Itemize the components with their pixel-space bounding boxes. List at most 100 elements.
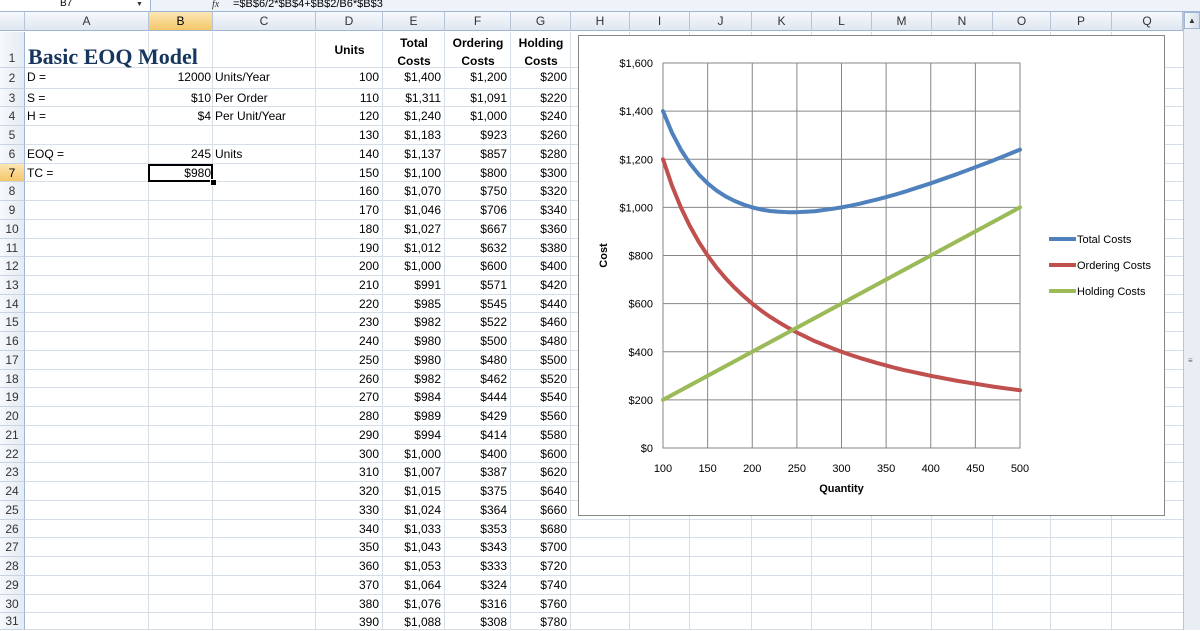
column-header-k[interactable]: K: [752, 12, 812, 31]
column-header-l[interactable]: L: [812, 12, 872, 31]
series-line-holding-costs: [661, 205, 1022, 402]
chart-area[interactable]: $0 $200 $400 $600 $800 $1,000 $1,200 $1,400 $1,6…: [578, 35, 1165, 516]
table-cell: $1,311: [405, 91, 441, 105]
column-header-p[interactable]: P: [1051, 12, 1112, 31]
table-cell: $632: [480, 241, 507, 255]
row-header-4[interactable]: 4: [0, 107, 25, 126]
row-header-28[interactable]: 28: [0, 557, 25, 576]
grid-row-line: [25, 612, 1200, 613]
column-header-e[interactable]: E: [383, 12, 445, 31]
column-header-g[interactable]: G: [511, 12, 571, 31]
row-header-31[interactable]: 31: [0, 613, 25, 630]
row-header-5[interactable]: 5: [0, 126, 25, 145]
table-cell: $400: [480, 447, 507, 461]
active-cell-selection[interactable]: [148, 164, 213, 182]
row-header-14[interactable]: 14: [0, 295, 25, 313]
x-tick-label: 500: [1011, 463, 1029, 475]
row-header-8[interactable]: 8: [0, 182, 25, 201]
tc-value: $980: [184, 166, 211, 180]
table-cell: 350: [358, 540, 379, 554]
table-cell: $1,000: [404, 259, 441, 273]
row-header-23[interactable]: 23: [0, 463, 25, 482]
x-tick-label: 300: [832, 463, 850, 475]
fill-handle[interactable]: [210, 179, 217, 186]
column-header-i[interactable]: I: [630, 12, 690, 31]
row-header-7[interactable]: 7: [0, 164, 25, 182]
column-header-f[interactable]: F: [445, 12, 511, 31]
row-header-24[interactable]: 24: [0, 482, 25, 501]
table-cell: $660: [540, 503, 567, 517]
table-cell: 170: [358, 203, 379, 217]
row-header-21[interactable]: 21: [0, 426, 25, 445]
column-header-o[interactable]: O: [993, 12, 1051, 31]
legend-label: Ordering Costs: [1077, 260, 1151, 272]
row-header-3[interactable]: 3: [0, 89, 25, 107]
table-cell: $420: [540, 278, 567, 292]
column-header-m[interactable]: M: [872, 12, 932, 31]
column-header-n[interactable]: N: [932, 12, 993, 31]
column-header-d[interactable]: D: [316, 12, 383, 31]
table-cell: $500: [480, 334, 507, 348]
row-header-22[interactable]: 22: [0, 445, 25, 463]
table-cell: $800: [480, 166, 507, 180]
row-header-12[interactable]: 12: [0, 257, 25, 276]
legend-label: Holding Costs: [1077, 286, 1146, 298]
grid-row-line: [25, 594, 1200, 595]
row-header-27[interactable]: 27: [0, 538, 25, 557]
row-header-11[interactable]: 11: [0, 239, 25, 257]
formula-input[interactable]: =$B$6/2*$B$4+$B$2/B6*$B$3: [233, 0, 383, 10]
row-header-20[interactable]: 20: [0, 407, 25, 426]
column-header-c[interactable]: C: [213, 12, 316, 31]
row-header-1[interactable]: 1: [0, 32, 25, 68]
table-cell: $1,400: [404, 70, 441, 84]
row-header-6[interactable]: 6: [0, 145, 25, 164]
column-header-h[interactable]: H: [571, 12, 630, 31]
function-icon[interactable]: fx: [212, 0, 220, 10]
y-axis-title: Cost: [598, 243, 610, 268]
name-box[interactable]: B7: [0, 0, 151, 11]
row-header-19[interactable]: 19: [0, 388, 25, 407]
row-header-18[interactable]: 18: [0, 370, 25, 388]
table-cell: 210: [358, 278, 379, 292]
row-header-16[interactable]: 16: [0, 332, 25, 351]
table-cell: 100: [358, 70, 379, 84]
row-header-29[interactable]: 29: [0, 576, 25, 595]
table-cell: $353: [480, 522, 507, 536]
table-cell: $740: [540, 578, 567, 592]
column-header-q[interactable]: Q: [1112, 12, 1183, 31]
table-cell: 370: [358, 578, 379, 592]
row-header-26[interactable]: 26: [0, 520, 25, 538]
table-cell: $444: [480, 390, 507, 404]
table-cell: 360: [358, 559, 379, 573]
row-header-25[interactable]: 25: [0, 501, 25, 520]
column-header-a[interactable]: A: [25, 12, 149, 31]
row-header-2[interactable]: 2: [0, 68, 25, 89]
row-header-10[interactable]: 10: [0, 220, 25, 239]
row-header-30[interactable]: 30: [0, 595, 25, 613]
table-cell: $982: [414, 372, 441, 386]
row-header-13[interactable]: 13: [0, 276, 25, 295]
column-header-b[interactable]: B: [149, 12, 213, 31]
table-cell: $1,000: [470, 109, 507, 123]
row-header-9[interactable]: 9: [0, 201, 25, 220]
table-cell: $1,033: [404, 522, 441, 536]
y-tick-label: $800: [629, 251, 653, 263]
param-unit: Units/Year: [215, 70, 270, 84]
split-handle-icon[interactable]: ≡: [1188, 356, 1193, 365]
table-cell: $1,183: [404, 128, 441, 142]
row-header-17[interactable]: 17: [0, 351, 25, 370]
column-header-j[interactable]: J: [690, 12, 752, 31]
table-cell: $480: [480, 353, 507, 367]
y-tick-label: $200: [629, 395, 653, 407]
grid-row-line: [25, 556, 1200, 557]
select-all-corner[interactable]: [0, 12, 25, 31]
table-cell: $520: [540, 372, 567, 386]
table-cell: 160: [358, 184, 379, 198]
chevron-down-icon[interactable]: ▼: [136, 1, 143, 8]
vertical-scrollbar[interactable]: ▲ ≡: [1183, 12, 1200, 630]
table-cell: $1,012: [404, 241, 441, 255]
header-total: Costs: [397, 54, 431, 68]
scroll-up-icon[interactable]: ▲: [1184, 12, 1200, 29]
param-value: $10: [190, 91, 211, 105]
row-header-15[interactable]: 15: [0, 313, 25, 332]
